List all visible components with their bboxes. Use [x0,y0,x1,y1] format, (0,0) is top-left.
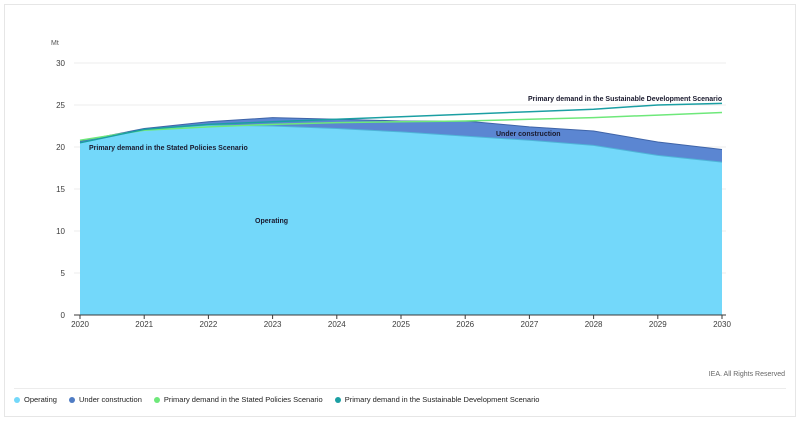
x-tick-label: 2021 [135,320,153,329]
legend-label: Under construction [78,395,142,404]
x-tick-label: 2026 [456,320,474,329]
legend-item-under-construction[interactable]: Under construction [68,395,142,404]
credit-text: IEA. All Rights Reserved [708,371,785,378]
legend-item-sustainable-development[interactable]: Primary demand in the Sustainable Develo… [334,395,540,404]
y-tick-label: 30 [56,59,65,68]
x-tick-label: 2020 [71,320,89,329]
lines [79,102,723,144]
area-under-construction [80,117,722,163]
x-tick-label: 2028 [585,320,603,329]
annotations: Operating Under construction Primary dem… [89,96,722,225]
y-tick-label: 20 [56,143,65,152]
line-stated-policies [79,111,723,142]
x-tick-label: 2029 [649,320,667,329]
x-tick-label: 2024 [328,320,346,329]
legend-label: Operating [24,395,57,404]
y-tick-label: 5 [61,269,66,278]
legend-dot-icon [14,396,20,403]
x-tick-label: 2027 [521,320,539,329]
y-tick-label: 10 [56,227,65,236]
areas [79,117,723,315]
x-tick-label: 2023 [264,320,282,329]
x-tick-label: 2025 [392,320,410,329]
annotation-sustainable-development: Primary demand in the Sustainable Develo… [528,96,722,103]
y-axis-unit-label: Mt [51,40,59,47]
legend-label: Primary demand in the Stated Policies Sc… [163,395,323,404]
legend-label: Primary demand in the Sustainable Develo… [344,395,540,404]
legend-dot-icon [68,396,75,403]
y-tick-label: 25 [56,101,65,110]
y-tick-label: 0 [61,311,66,320]
legend-dot-icon [153,396,160,403]
annotation-under-construction: Under construction [496,131,561,138]
legend-item-operating[interactable]: Operating [14,395,57,404]
annotation-stated-policies: Primary demand in the Stated Policies Sc… [89,145,248,152]
legend-dot-icon [334,396,341,403]
area-operating [80,125,722,315]
x-tick-label: 2030 [713,320,731,329]
legend-divider [14,388,786,389]
y-tick-label: 15 [56,185,65,194]
annotation-operating: Operating [255,218,288,225]
edge-under-construction [79,117,723,151]
legend: Operating Under construction Primary dem… [14,395,539,404]
x-tick-label: 2022 [200,320,218,329]
legend-item-stated-policies[interactable]: Primary demand in the Stated Policies Sc… [153,395,323,404]
line-sustainable-development [79,102,723,144]
